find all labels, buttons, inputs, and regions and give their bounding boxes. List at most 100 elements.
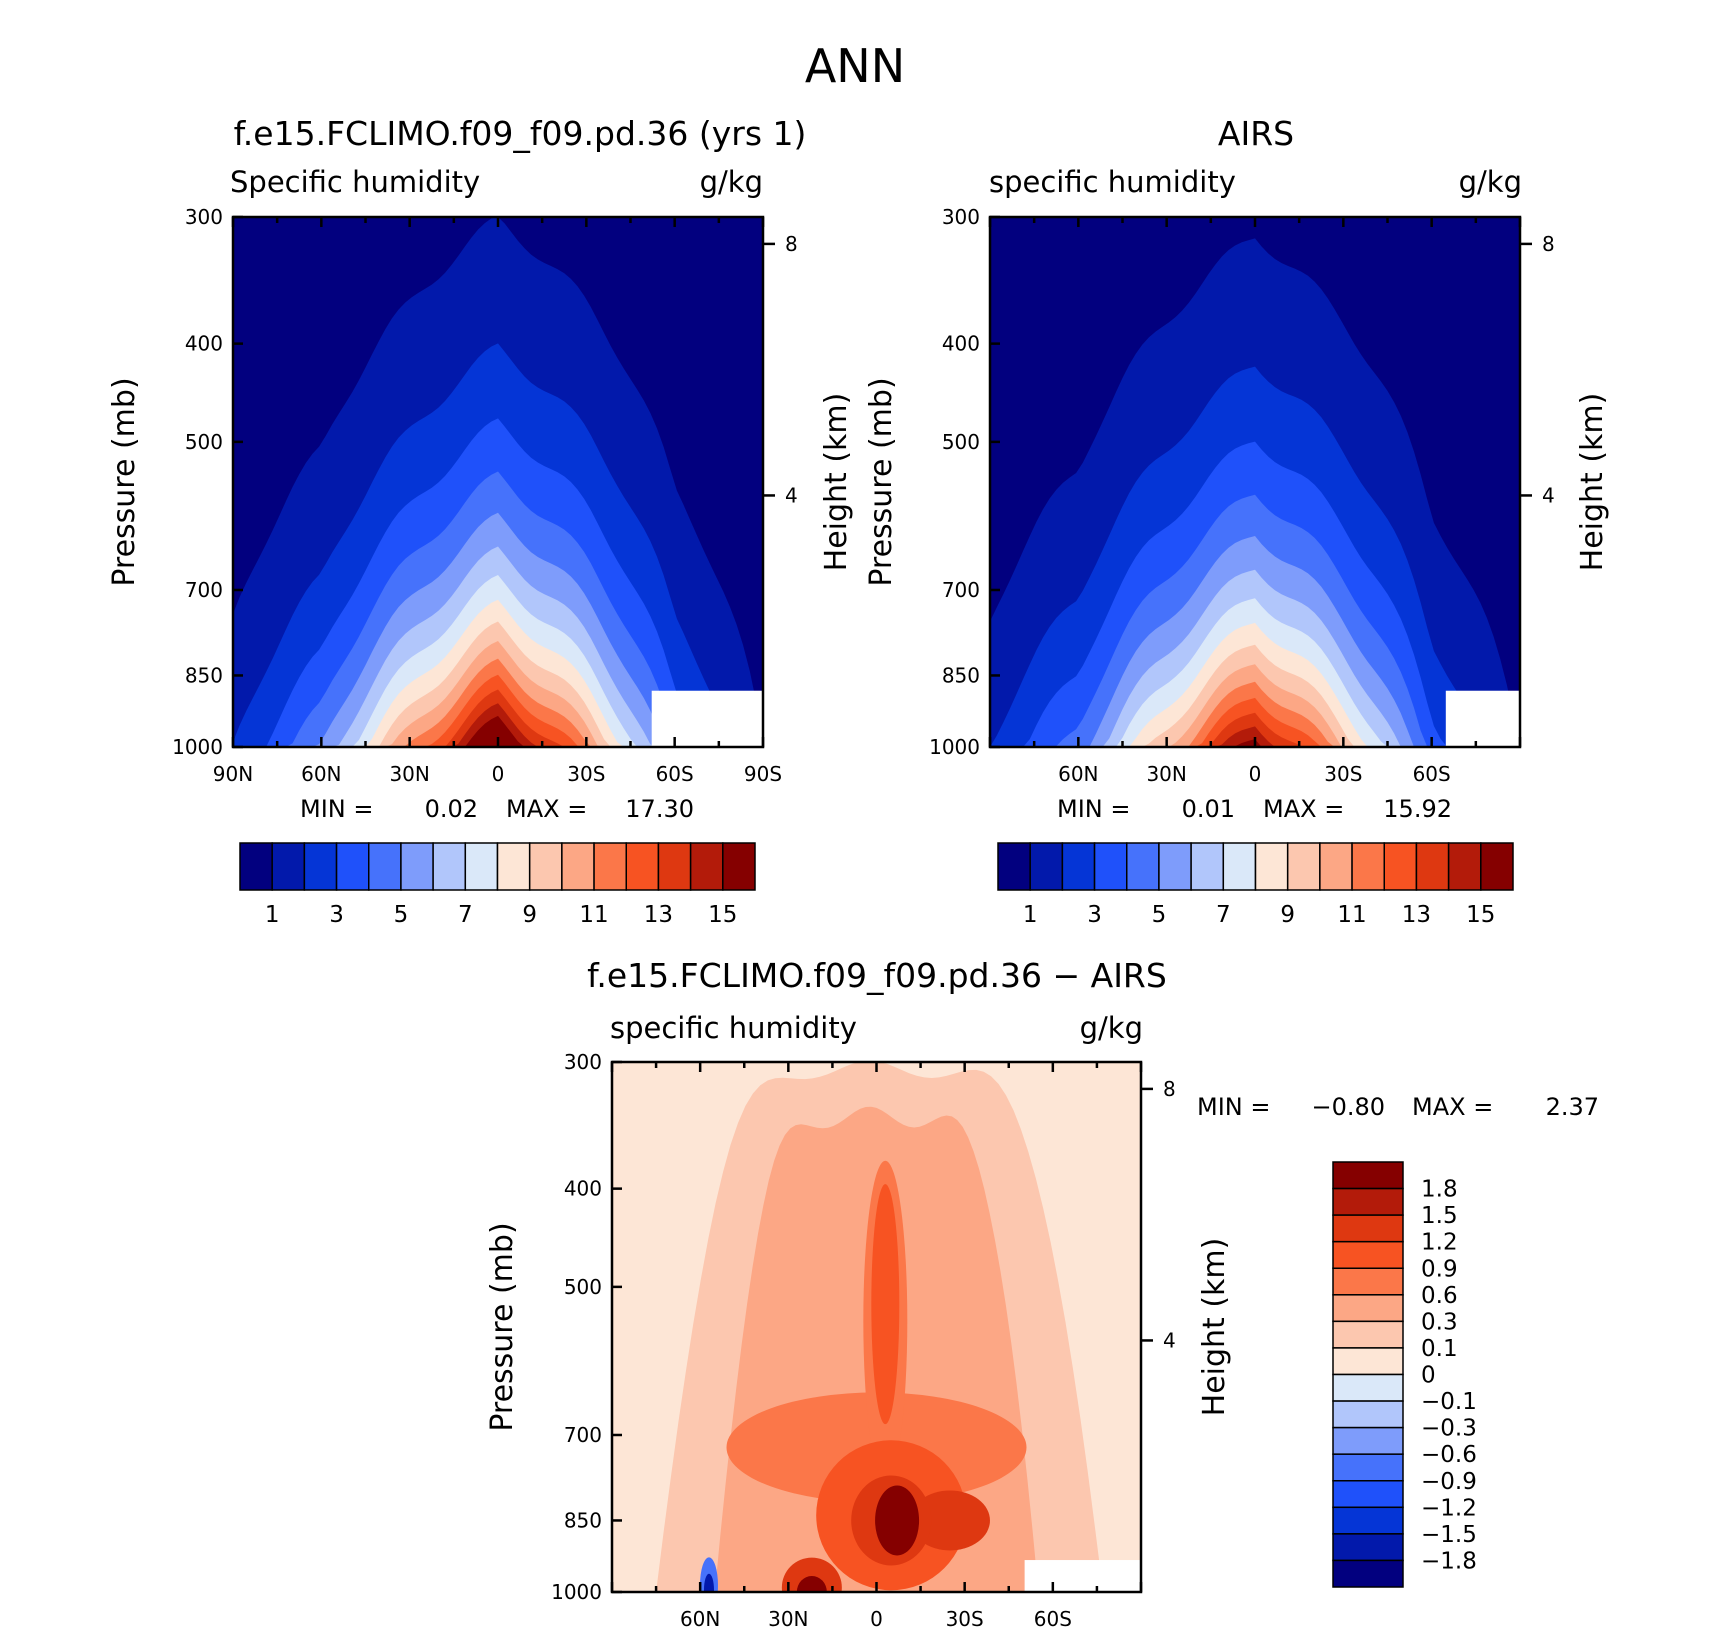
colorbar-box [1332, 1400, 1404, 1429]
panel-model-min-value: 0.02 [425, 795, 478, 823]
colorbar-label: 5 [1152, 902, 1167, 928]
tick-label: 30N [1146, 762, 1186, 786]
colorbar-box [239, 842, 273, 891]
colorbar-box [1332, 1320, 1404, 1349]
colorbar-box [1254, 842, 1289, 891]
colorbar-label: −1.5 [1421, 1522, 1477, 1548]
colorbar-box [1332, 1506, 1404, 1535]
tick-label: 400 [185, 332, 223, 356]
colorbar-box [1093, 842, 1128, 891]
colorbar-label: −0.1 [1421, 1389, 1477, 1415]
tick-label: 500 [942, 430, 980, 454]
panel-obs-axes: 300 400 500 700 850 1000 8 4 60N 30N 0 30S 60S [929, 205, 1555, 786]
colorbar-label: 3 [1087, 902, 1102, 928]
colorbar-label: −0.3 [1421, 1416, 1477, 1442]
panel-diff-units: g/kg [1080, 1011, 1143, 1045]
tick-label: 60N [301, 762, 341, 786]
colorbar-box [1332, 1373, 1404, 1402]
colorbar-label: 1.5 [1421, 1203, 1458, 1229]
colorbar-box [368, 842, 402, 891]
tick-label: 4 [1163, 1328, 1176, 1352]
colorbar-label: 15 [1466, 902, 1495, 928]
topography-mask [1024, 1560, 1141, 1592]
contour-fill [909, 1490, 990, 1551]
colorbar-box [1332, 1187, 1404, 1216]
colorbar-box [1332, 1294, 1404, 1323]
panel-model-ylabel-right: Height (km) [819, 393, 854, 572]
colorbar-label: 15 [708, 902, 737, 928]
colorbar-label: 13 [1402, 902, 1431, 928]
colorbar-label: −0.6 [1421, 1442, 1477, 1468]
tick-label: 90S [744, 762, 782, 786]
colorbar-box [1480, 842, 1514, 891]
colorbar-box [1158, 842, 1192, 891]
colorbar-box [1415, 842, 1450, 891]
colorbar-label: 9 [522, 902, 537, 928]
tick-label: 8 [1163, 1077, 1176, 1101]
panel-obs-title: AIRS [1218, 114, 1294, 153]
colorbar-box [1319, 842, 1353, 891]
tick-label: 60S [1413, 762, 1451, 786]
colorbar-box [496, 842, 531, 891]
colorbar-label: 1.8 [1421, 1177, 1458, 1203]
contour-fill [871, 1184, 900, 1425]
tick-label: 30S [946, 1607, 984, 1631]
colorbar-label: −0.9 [1421, 1469, 1477, 1495]
colorbar-box [400, 842, 434, 891]
panel-model-max-value: 17.30 [625, 795, 694, 823]
tick-label: 30S [1324, 762, 1362, 786]
tick-label: 400 [564, 1177, 602, 1201]
panel-obs-max-label: MAX = [1263, 795, 1344, 823]
contour-fill [990, 726, 1520, 747]
tick-label: 1000 [929, 735, 980, 759]
colorbar-box [1126, 842, 1160, 891]
colorbar-label: −1.2 [1421, 1495, 1477, 1521]
colorbar-label: 9 [1280, 902, 1295, 928]
tick-label: 500 [564, 1275, 602, 1299]
colorbar-box [464, 842, 499, 891]
panel-diff-max-label: MAX = [1412, 1093, 1493, 1121]
panel-diff-ylabel-right: Height (km) [1197, 1238, 1232, 1417]
tick-label: 60N [680, 1607, 720, 1631]
colorbar-label: 5 [394, 902, 409, 928]
tick-label: 850 [185, 663, 223, 687]
colorbar-box [1061, 842, 1096, 891]
tick-label: 700 [564, 1423, 602, 1447]
tick-label: 850 [942, 663, 980, 687]
contour-fill [233, 715, 763, 747]
colorbar-box [528, 842, 563, 891]
colorbar-box [561, 842, 595, 891]
contour-fill [796, 1576, 827, 1592]
tick-label: 300 [185, 205, 223, 229]
colorbar-label: 7 [458, 902, 473, 928]
colorbar-box [1332, 1453, 1404, 1482]
colorbar-box [1332, 1533, 1404, 1562]
tick-label: 700 [185, 578, 223, 602]
tick-label: 500 [185, 430, 223, 454]
tick-label: 0 [492, 762, 505, 786]
panel-model-title: f.e15.FCLIMO.f09_f09.pd.36 (yrs 1) [234, 114, 807, 153]
panel-model-units: g/kg [700, 165, 763, 199]
tick-label: 30S [567, 762, 605, 786]
colorbar-box [1351, 842, 1385, 891]
colorbar-box [1332, 1347, 1404, 1376]
colorbar-box [722, 842, 756, 891]
panel-obs-ylabel-right: Height (km) [1575, 393, 1610, 572]
topography-mask [1445, 690, 1520, 747]
colorbar-box [593, 842, 627, 891]
colorbar-box [657, 842, 692, 891]
figure-title: ANN [805, 39, 905, 93]
tick-label: 1000 [551, 1580, 602, 1604]
colorbar-label: 11 [579, 902, 608, 928]
colorbar-label: 0.3 [1421, 1309, 1458, 1335]
colorbar-label: 0.1 [1421, 1336, 1458, 1362]
tick-label: 30N [768, 1607, 808, 1631]
panel-diff-axes: 300 400 500 700 850 1000 8 4 60N 30N 0 30S 60S [551, 1050, 1176, 1631]
panel-model-axes: 300 400 500 700 850 1000 8 4 90N 60N 30N 0 30S 60S 90S [172, 205, 798, 786]
colorbar-box [997, 842, 1031, 891]
colorbar-box [1222, 842, 1257, 891]
tick-label: 8 [785, 232, 798, 256]
colorbar-box [271, 842, 306, 891]
panel-model: f.e15.FCLIMO.f09_f09.pd.36 (yrs 1) Speci… [107, 114, 854, 928]
